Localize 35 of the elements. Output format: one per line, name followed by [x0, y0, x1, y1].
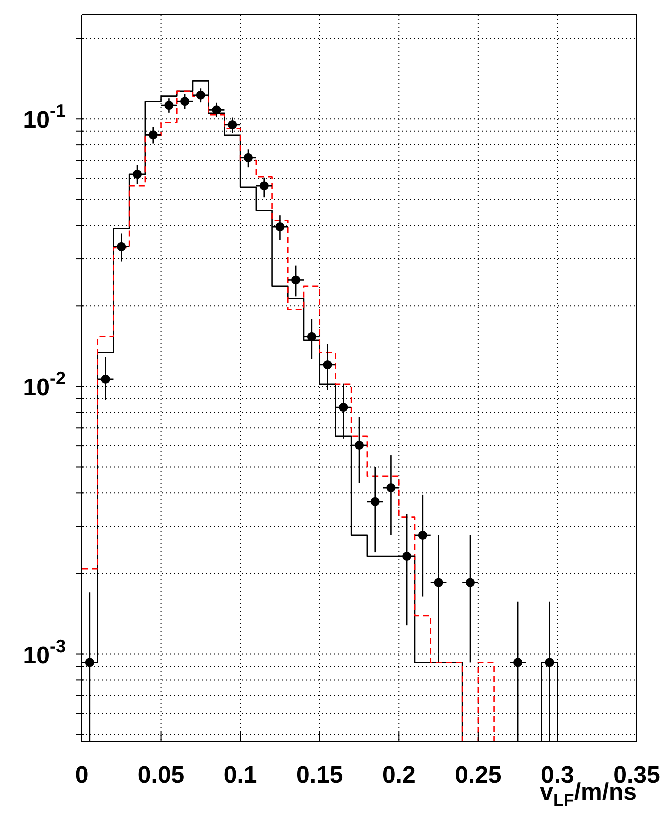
x-tick-label: 0.15 — [296, 762, 344, 790]
point — [418, 530, 428, 540]
point — [370, 497, 380, 506]
point — [228, 120, 238, 130]
point — [180, 97, 190, 106]
point — [132, 170, 142, 179]
point — [117, 242, 126, 252]
point — [244, 153, 254, 162]
point — [307, 332, 316, 342]
point — [323, 360, 332, 370]
point — [196, 90, 206, 100]
x-tick-label: 0.2 — [382, 762, 416, 790]
point — [260, 182, 269, 191]
point — [85, 658, 94, 668]
point — [276, 222, 285, 232]
point — [212, 106, 222, 115]
point — [466, 578, 476, 588]
point — [434, 578, 444, 588]
y-tick-label: 10$^{-1}$ — [23, 101, 66, 134]
point — [164, 101, 174, 110]
point — [514, 658, 523, 668]
x-tick-label: 0.25 — [455, 762, 502, 790]
y-tick-label: 10$^{-2}$ — [23, 368, 66, 402]
y-tick-label: 10$^{-3}$ — [23, 636, 66, 670]
point — [101, 374, 110, 384]
point — [386, 484, 396, 493]
point — [148, 130, 158, 140]
x-tick-label: 0 — [75, 762, 89, 790]
point — [339, 403, 348, 412]
point — [402, 552, 412, 561]
x-tick-label: 0.05 — [138, 762, 185, 790]
point — [545, 658, 554, 668]
x-tick-label: 0.1 — [224, 762, 258, 790]
point — [292, 276, 301, 285]
point — [354, 440, 364, 450]
